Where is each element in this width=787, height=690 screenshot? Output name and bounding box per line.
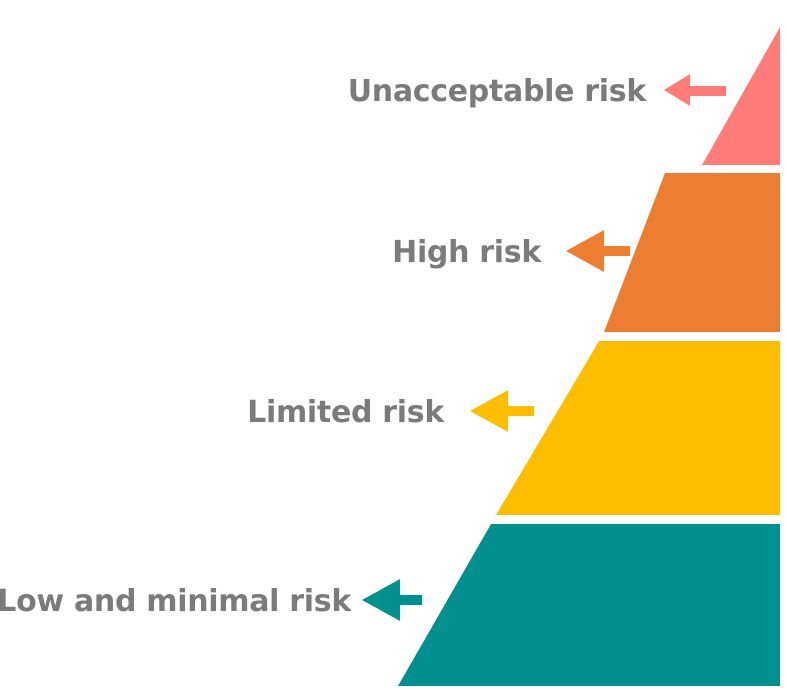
tier-limited: Limited risk (247, 341, 780, 515)
arrow-left-icon (566, 230, 630, 272)
tier-high-label: High risk (392, 235, 542, 270)
arrow-left-icon (362, 579, 422, 621)
tier-high-segment (604, 173, 780, 332)
arrow-left-icon (664, 74, 726, 106)
tier-low-minimal-label: Low and minimal risk (0, 584, 352, 619)
arrow-left-icon (470, 390, 534, 432)
tier-unacceptable-segment (702, 27, 780, 165)
tier-unacceptable-label: Unacceptable risk (348, 74, 648, 109)
tier-low-minimal-segment (398, 524, 780, 686)
tier-high: High risk (392, 173, 780, 332)
tier-unacceptable: Unacceptable risk (348, 27, 780, 165)
tier-limited-segment (496, 341, 780, 515)
tier-low-minimal: Low and minimal risk (0, 524, 780, 686)
tier-limited-label: Limited risk (247, 395, 445, 430)
